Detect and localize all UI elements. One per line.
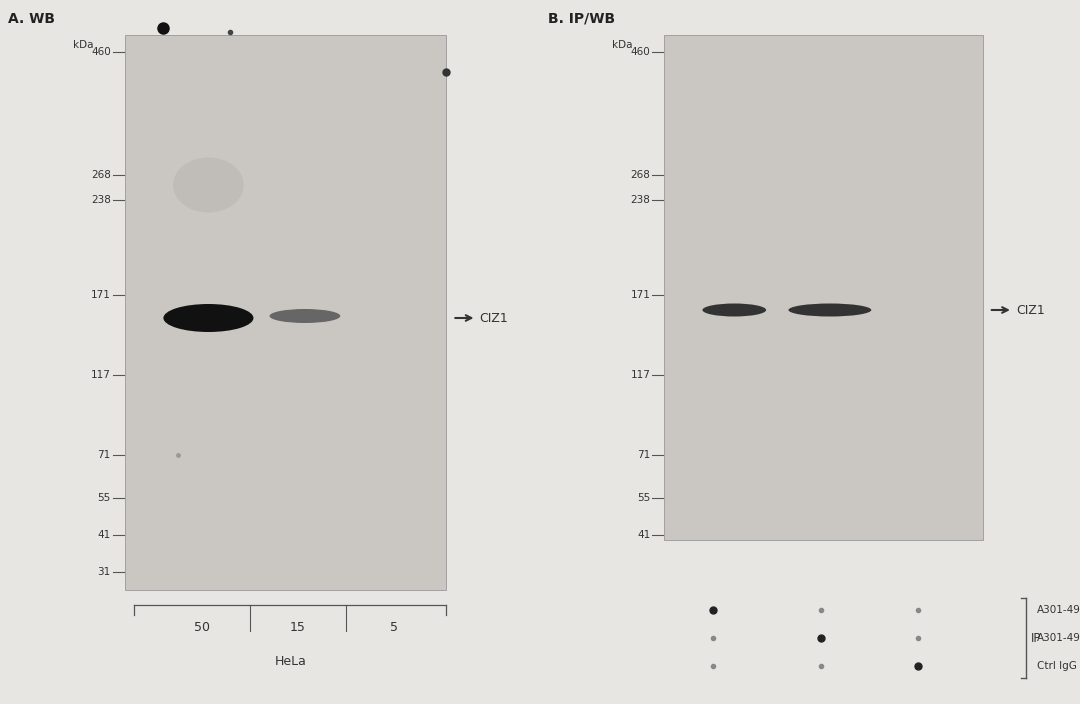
- Text: CIZ1: CIZ1: [1016, 303, 1044, 317]
- Text: 15: 15: [289, 621, 306, 634]
- Text: 50: 50: [193, 621, 210, 634]
- Text: 71: 71: [637, 450, 650, 460]
- Text: HeLa: HeLa: [274, 655, 307, 668]
- Text: 5: 5: [390, 621, 397, 634]
- Text: Ctrl IgG: Ctrl IgG: [1037, 661, 1077, 671]
- Text: 117: 117: [91, 370, 111, 380]
- Text: A301-496A: A301-496A: [1037, 605, 1080, 615]
- Text: 268: 268: [631, 170, 650, 180]
- Text: 238: 238: [631, 195, 650, 205]
- Text: 171: 171: [91, 290, 111, 300]
- Text: 55: 55: [637, 493, 650, 503]
- Text: 41: 41: [97, 530, 111, 540]
- Text: kDa: kDa: [612, 40, 633, 50]
- Ellipse shape: [702, 303, 766, 317]
- Text: 117: 117: [631, 370, 650, 380]
- Ellipse shape: [788, 303, 872, 317]
- Text: CIZ1: CIZ1: [480, 311, 509, 325]
- Bar: [125, 35, 446, 590]
- Ellipse shape: [173, 158, 244, 213]
- Ellipse shape: [270, 309, 340, 323]
- Text: kDa: kDa: [72, 40, 93, 50]
- Text: 171: 171: [631, 290, 650, 300]
- Bar: [664, 35, 983, 540]
- Text: IP: IP: [1031, 631, 1041, 644]
- Text: 71: 71: [97, 450, 111, 460]
- Text: 31: 31: [97, 567, 111, 577]
- Text: 41: 41: [637, 530, 650, 540]
- Text: 460: 460: [631, 47, 650, 57]
- Text: 238: 238: [91, 195, 111, 205]
- Text: 460: 460: [91, 47, 111, 57]
- Text: 55: 55: [97, 493, 111, 503]
- Text: B. IP/WB: B. IP/WB: [548, 12, 616, 26]
- Text: A. WB: A. WB: [8, 12, 55, 26]
- Text: 268: 268: [91, 170, 111, 180]
- Text: A301-497A: A301-497A: [1037, 633, 1080, 643]
- Ellipse shape: [163, 304, 254, 332]
